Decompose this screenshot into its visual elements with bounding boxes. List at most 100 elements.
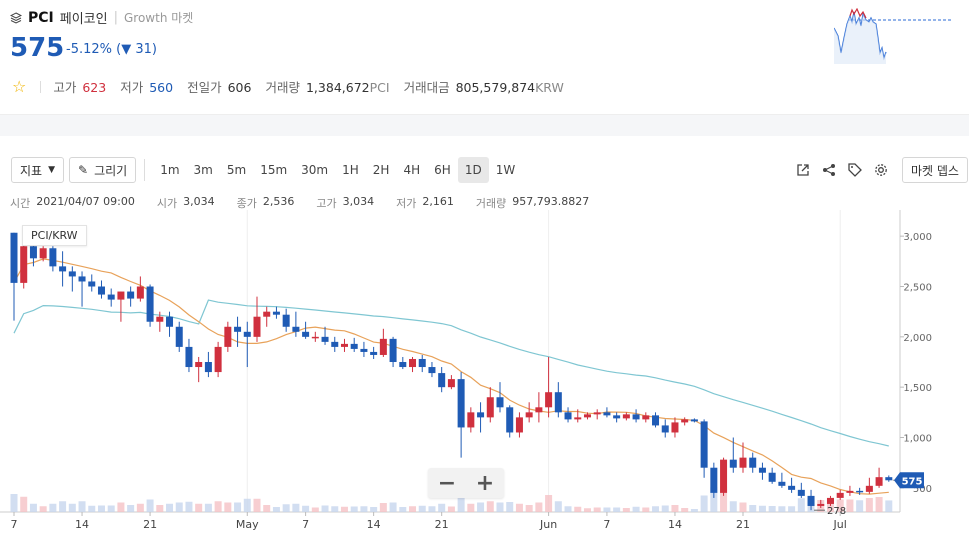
- volume-bar: [97, 505, 105, 512]
- candle-body: [127, 291, 135, 299]
- volume-bar: [710, 487, 718, 512]
- candle-body: [389, 338, 397, 363]
- candle-body: [554, 392, 562, 413]
- volume-bar: [292, 503, 300, 512]
- volume-bar: [214, 501, 222, 512]
- volume-bar: [20, 496, 28, 512]
- zoom-out-button[interactable]: −: [437, 470, 457, 496]
- settings-icon[interactable]: [868, 157, 894, 183]
- volume-bar: [778, 506, 786, 512]
- divider: [40, 80, 42, 93]
- candle-body: [545, 392, 553, 408]
- candle-body: [29, 246, 37, 259]
- caret-down-icon: ▼: [48, 165, 56, 175]
- stat-volume: 거래량 1,384,672PCI: [265, 80, 390, 95]
- x-tick-label: May: [236, 518, 259, 531]
- volume-bar: [758, 505, 766, 512]
- x-tick-label: Jul: [833, 518, 847, 531]
- interval-1m[interactable]: 1m: [160, 163, 180, 177]
- volume-bar: [486, 501, 494, 512]
- market-label: Growth 마켓: [123, 11, 194, 25]
- popout-icon[interactable]: [790, 157, 816, 183]
- stat-high: 고가 623: [53, 80, 107, 95]
- volume-bar: [797, 498, 805, 512]
- interval-6h[interactable]: 6H: [434, 163, 451, 177]
- candle-body: [136, 286, 144, 299]
- candle-body: [418, 358, 426, 368]
- volume-bar: [583, 508, 591, 512]
- min-marker-label: 278: [827, 506, 846, 517]
- volume-bar: [749, 505, 757, 512]
- x-tick-label: 21: [143, 518, 157, 531]
- candle-body: [360, 348, 368, 352]
- candle-body: [700, 421, 708, 468]
- interval-1w[interactable]: 1W: [495, 163, 516, 177]
- candle-body: [39, 248, 47, 259]
- volume-bar: [729, 501, 737, 512]
- candle-body: [97, 286, 105, 295]
- interval-30m[interactable]: 30m: [301, 163, 329, 177]
- volume-bar: [603, 507, 611, 512]
- volume-bar: [438, 503, 446, 512]
- volume-bar: [545, 495, 553, 512]
- stats-row: ☆ 고가 623 저가 560 전일가 606 거래량 1,384,672PCI 거래대…: [12, 77, 578, 96]
- tag-icon[interactable]: [842, 157, 868, 183]
- volume-bar: [321, 505, 329, 512]
- candle-body: [632, 414, 640, 420]
- volume-bar: [409, 506, 417, 512]
- pencil-icon: ✎: [78, 163, 89, 177]
- candle-body: [885, 477, 893, 481]
- zoom-in-button[interactable]: +: [475, 470, 495, 496]
- volume-bar: [846, 499, 854, 512]
- section-divider: [0, 114, 969, 136]
- candle-body: [409, 358, 417, 368]
- change-amount: 31): [135, 42, 157, 57]
- volume-bar: [302, 505, 310, 512]
- share-icon[interactable]: [816, 157, 842, 183]
- volume-bar: [447, 506, 455, 512]
- x-tick-label: 7: [603, 518, 610, 531]
- divider: [144, 159, 146, 181]
- candle-body: [311, 336, 319, 339]
- price-change: -5.12% (▼ 31): [66, 42, 157, 57]
- candle-body: [729, 459, 737, 468]
- candle-body: [263, 311, 271, 317]
- candle-body: [661, 425, 669, 433]
- interval-1d[interactable]: 1D: [457, 157, 489, 183]
- interval-2h[interactable]: 2H: [372, 163, 390, 177]
- candle-body: [117, 291, 125, 300]
- interval-3m[interactable]: 3m: [193, 163, 213, 177]
- y-tick-label: 3,000: [903, 232, 932, 243]
- candle-body: [671, 422, 679, 433]
- interval-15m[interactable]: 15m: [260, 163, 288, 177]
- volume-bar: [88, 505, 96, 512]
- candle-body: [642, 415, 650, 420]
- volume-bar: [39, 506, 47, 512]
- volume-bar: [146, 499, 154, 512]
- candle-body: [477, 412, 485, 418]
- candle-body: [379, 338, 387, 355]
- volume-bar: [311, 507, 319, 512]
- volume-bar: [506, 502, 514, 512]
- interval-4h[interactable]: 4H: [403, 163, 421, 177]
- draw-button[interactable]: ✎ 그리기: [69, 157, 137, 183]
- candle-body: [758, 467, 766, 473]
- candle-body: [613, 415, 621, 419]
- candle-body: [302, 331, 310, 337]
- market-depth-button[interactable]: 마켓 뎁스: [902, 157, 968, 183]
- candle-body: [292, 326, 300, 332]
- x-tick-label: 14: [75, 518, 89, 531]
- star-icon[interactable]: ☆: [12, 77, 27, 96]
- volume-bar: [49, 503, 57, 512]
- volume-bar: [836, 499, 844, 512]
- volume-bar: [690, 509, 698, 512]
- candle-body: [797, 489, 805, 496]
- indicator-button[interactable]: 지표 ▼: [11, 157, 65, 183]
- mini-chart[interactable]: [834, 8, 954, 64]
- coin-icon: [10, 11, 22, 24]
- interval-1h[interactable]: 1H: [342, 163, 359, 177]
- price-chart[interactable]: 3,000 2,500 2,000 1,500 1,000 500 7 14 21 May 7 14 2…: [0, 210, 969, 538]
- interval-5m[interactable]: 5m: [226, 163, 247, 177]
- candle-body: [399, 362, 407, 368]
- volume-bar: [243, 498, 251, 512]
